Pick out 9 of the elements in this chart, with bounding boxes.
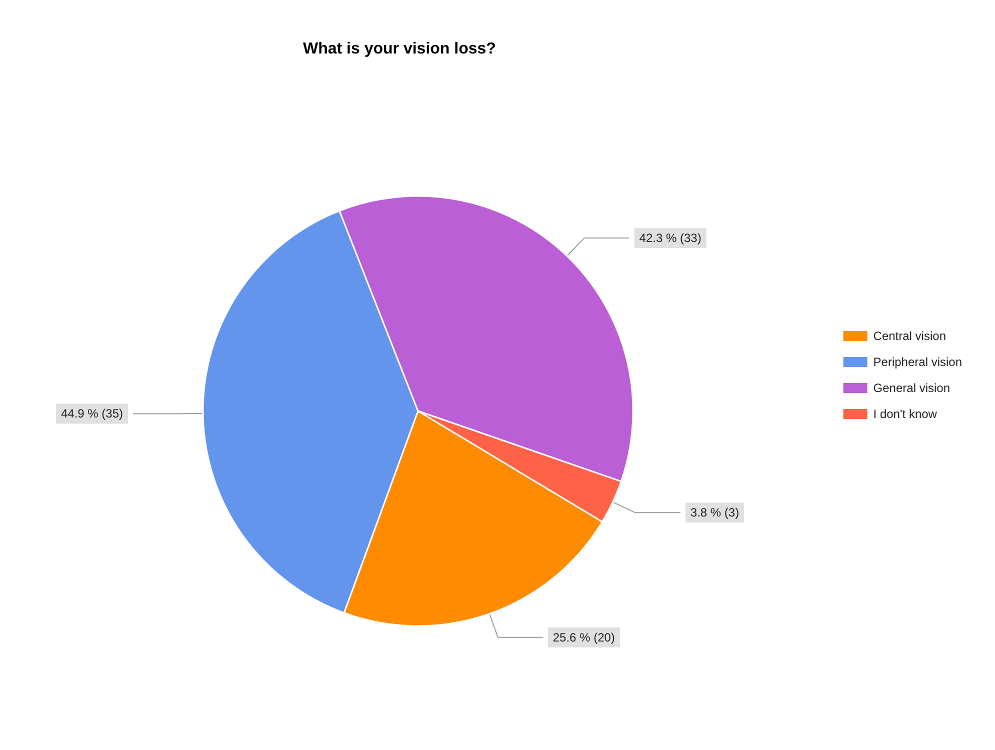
data-label: 44.9 % (35) — [60, 406, 124, 421]
data-label: 3.8 % (3) — [690, 506, 740, 520]
data-label: 25.6 % (20) — [552, 630, 615, 644]
data-label: 42.3 % (33) — [639, 230, 702, 245]
legend-label: Peripheral vision — [873, 355, 962, 369]
chart-title: What is your vision loss? — [303, 40, 496, 58]
legend-label: General vision — [873, 381, 950, 395]
legend-label: Central vision — [873, 329, 946, 343]
legend-label: I don't know — [873, 407, 938, 421]
